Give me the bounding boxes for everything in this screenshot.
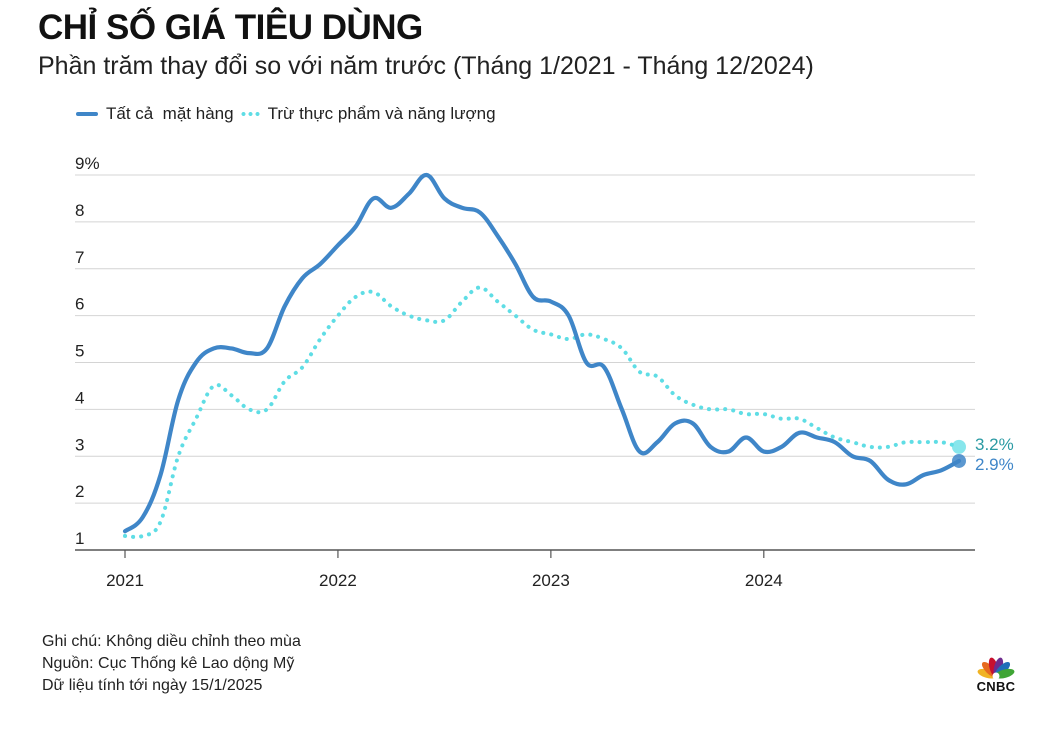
note-text: Ghi chú: Không diều chỉnh theo mùa — [42, 633, 301, 650]
y-tick-label: 4 — [75, 388, 84, 407]
y-tick-label: 2 — [75, 482, 84, 501]
peacock-icon — [977, 657, 1015, 680]
x-tick-label: 2022 — [319, 571, 357, 590]
y-tick-label: 6 — [75, 295, 84, 314]
source-text: Nguồn: Cục Thống kê Lao dộng Mỹ — [42, 655, 295, 672]
y-tick-label: 1 — [75, 529, 84, 548]
legend-label-core: Trừ thực phẩm và năng lượng — [267, 104, 496, 123]
y-tick-label: 3 — [75, 435, 84, 454]
all-items-end-label: 2.9% — [975, 455, 1014, 474]
core-end-label: 3.2% — [975, 435, 1014, 454]
legend-item-all-items[interactable]: Tất cả mặt hàng — [76, 104, 234, 124]
legend-label-all-items: Tất cả mặt hàng — [106, 104, 234, 123]
footnotes: Ghi chú: Không diều chỉnh theo mùa Nguồn… — [42, 631, 301, 697]
legend-swatch-all-items — [76, 112, 98, 116]
all-items-end-marker — [952, 453, 966, 468]
cnbc-logo: CNBC — [968, 652, 1024, 696]
x-tick-label: 2023 — [532, 571, 570, 590]
legend-item-core[interactable]: Trừ thực phẩm và năng lượng — [239, 104, 496, 124]
data-date-text: Dữ liệu tính tới ngày 15/1/2025 — [42, 677, 263, 694]
legend-swatch-core — [239, 112, 262, 116]
core-end-marker — [952, 439, 966, 454]
y-tick-label: 9% — [75, 154, 100, 173]
x-tick-label: 2024 — [745, 571, 783, 590]
chart-subtitle: Phần trăm thay đổi so với năm trước (Thá… — [38, 52, 814, 80]
legend: Tất cả mặt hàng Trừ thực phẩm và năng lư… — [76, 104, 502, 124]
y-tick-label: 8 — [75, 201, 84, 220]
series-line-core — [123, 285, 961, 540]
y-tick-label: 5 — [75, 342, 84, 361]
x-tick-label: 2021 — [106, 571, 144, 590]
logo-text: CNBC — [976, 679, 1016, 694]
series-line-all-items — [122, 172, 962, 534]
line-chart: 1 2 3 4 5 6 7 8 9% 2021 2022 2023 2024 3.2%2.9% — [75, 154, 1014, 590]
chart-title: CHỈ SỐ GIÁ TIÊU DÙNG — [38, 8, 423, 47]
y-tick-label: 7 — [75, 248, 84, 267]
